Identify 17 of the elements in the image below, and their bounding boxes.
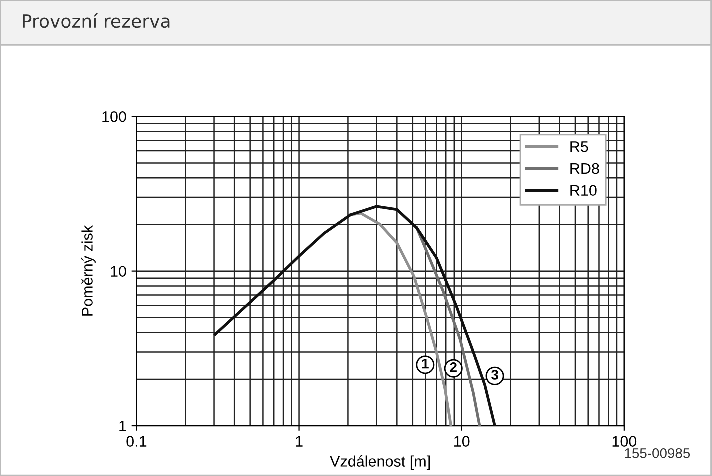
legend-label: R5 xyxy=(570,142,588,152)
x-tick-label: 100 xyxy=(612,436,637,447)
chart-title: Provozní rezerva xyxy=(23,13,170,28)
text: 155-00985 xyxy=(625,448,690,458)
annotation: 1 xyxy=(422,359,429,369)
annotation: 3 xyxy=(491,370,498,380)
legend-label: RD8 xyxy=(570,163,600,174)
x-axis-title: Vzdálenost [m] xyxy=(330,456,430,470)
x-tick-label: 0.1 xyxy=(126,436,147,447)
y-tick-label: 100 xyxy=(102,111,126,122)
y-tick-label: 1 xyxy=(120,421,126,432)
annotation: 2 xyxy=(450,362,457,372)
y-tick-label: 10 xyxy=(111,266,126,278)
x-tick-label: 10 xyxy=(454,436,470,447)
x-tick-label: 1 xyxy=(296,436,303,447)
legend-label: R10 xyxy=(570,185,597,196)
y-axis-title: Poměrný zisk xyxy=(82,225,96,316)
